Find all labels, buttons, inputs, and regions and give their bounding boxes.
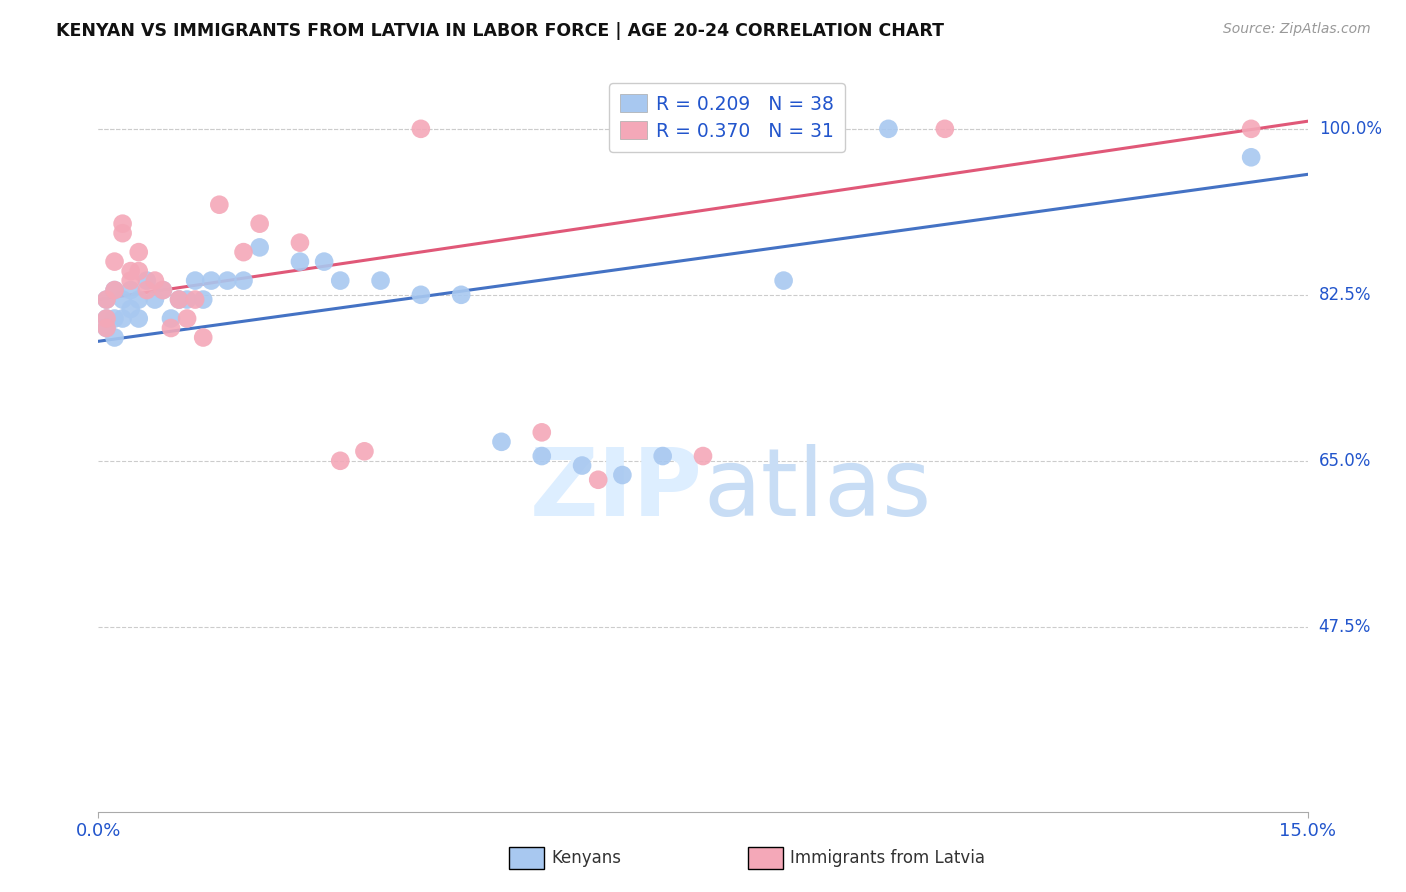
Text: Source: ZipAtlas.com: Source: ZipAtlas.com [1223, 22, 1371, 37]
Point [877, 121, 900, 136]
Point [530, 449, 553, 463]
Point [491, 434, 513, 449]
Point [530, 425, 553, 440]
Point [128, 264, 150, 278]
Point [249, 217, 271, 231]
Point [128, 245, 150, 260]
Point [96, 321, 118, 335]
Point [111, 293, 134, 307]
Point [128, 293, 150, 307]
Point [103, 311, 125, 326]
Point [184, 274, 207, 288]
Point [409, 288, 432, 302]
Point [1240, 150, 1263, 164]
Point [571, 458, 593, 473]
Point [232, 274, 254, 288]
Point [193, 293, 215, 307]
Point [111, 226, 134, 240]
Point [167, 293, 190, 307]
Point [651, 449, 673, 463]
Point [612, 468, 634, 483]
Point [329, 274, 352, 288]
Point [353, 444, 375, 458]
Point [96, 293, 118, 307]
Text: ZIP: ZIP [530, 443, 703, 535]
Point [193, 330, 215, 344]
Point [1240, 121, 1263, 136]
Point [160, 321, 183, 335]
Point [120, 301, 142, 316]
Point [160, 311, 183, 326]
Point [135, 274, 157, 288]
Legend: R = 0.209   N = 38, R = 0.370   N = 31: R = 0.209 N = 38, R = 0.370 N = 31 [609, 83, 845, 152]
Point [329, 454, 352, 468]
Point [176, 293, 198, 307]
Point [217, 274, 239, 288]
Text: Immigrants from Latvia: Immigrants from Latvia [790, 849, 986, 867]
Point [450, 288, 472, 302]
Point [111, 311, 134, 326]
Point [103, 283, 125, 297]
Point [232, 245, 254, 260]
Point [143, 293, 166, 307]
Point [288, 254, 311, 268]
Text: 65.0%: 65.0% [1319, 451, 1371, 470]
Text: 100.0%: 100.0% [1319, 120, 1382, 138]
Point [103, 283, 125, 297]
Point [128, 311, 150, 326]
Point [152, 283, 174, 297]
Text: KENYAN VS IMMIGRANTS FROM LATVIA IN LABOR FORCE | AGE 20-24 CORRELATION CHART: KENYAN VS IMMIGRANTS FROM LATVIA IN LABO… [56, 22, 945, 40]
FancyBboxPatch shape [509, 847, 544, 869]
Text: 47.5%: 47.5% [1319, 618, 1371, 636]
Point [120, 264, 142, 278]
Point [103, 254, 125, 268]
Point [409, 121, 432, 136]
Point [96, 311, 118, 326]
Text: atlas: atlas [703, 443, 931, 535]
Point [184, 293, 207, 307]
Point [111, 217, 134, 231]
Point [167, 293, 190, 307]
Point [96, 311, 118, 326]
Point [370, 274, 392, 288]
Point [249, 240, 271, 254]
Text: Kenyans: Kenyans [551, 849, 621, 867]
Point [200, 274, 222, 288]
Point [772, 274, 794, 288]
Point [208, 197, 231, 211]
Point [586, 473, 609, 487]
FancyBboxPatch shape [748, 847, 783, 869]
Point [96, 321, 118, 335]
Text: 82.5%: 82.5% [1319, 285, 1371, 304]
Point [288, 235, 311, 250]
Point [934, 121, 956, 136]
Point [176, 311, 198, 326]
Point [152, 283, 174, 297]
Point [135, 283, 157, 297]
Point [103, 330, 125, 344]
Point [143, 274, 166, 288]
Point [96, 293, 118, 307]
Point [314, 254, 336, 268]
Point [120, 283, 142, 297]
Point [120, 274, 142, 288]
Point [692, 449, 714, 463]
